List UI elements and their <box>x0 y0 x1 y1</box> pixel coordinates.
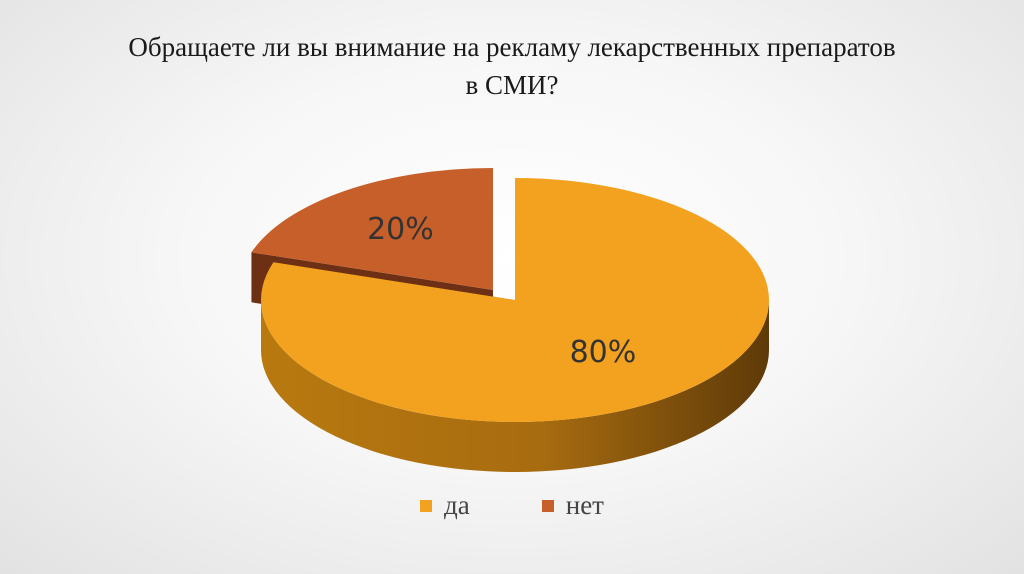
legend-label-yes: да <box>444 490 470 520</box>
chart-title-line-2: в СМИ? <box>465 70 559 100</box>
legend-item-no: нет <box>541 490 604 521</box>
chart-title: Обращаете ли вы внимание на рекламу лека… <box>0 28 1024 104</box>
pie-slice-side-yes <box>261 300 769 472</box>
legend-swatch-no <box>541 499 554 512</box>
pie-slice-top-no <box>251 168 493 290</box>
data-label-no: 20% <box>367 212 434 247</box>
chart-legend: да нет <box>0 490 1024 521</box>
legend-label-no: нет <box>565 490 604 520</box>
legend-item-yes: да <box>420 490 470 521</box>
legend-swatch-yes <box>420 499 433 512</box>
chart-title-line-1: Обращаете ли вы внимание на рекламу лека… <box>128 32 896 62</box>
pie-slice-top-yes <box>261 178 769 422</box>
data-label-yes: 80% <box>570 335 637 370</box>
pie-slice-yes: 80% <box>261 178 769 472</box>
